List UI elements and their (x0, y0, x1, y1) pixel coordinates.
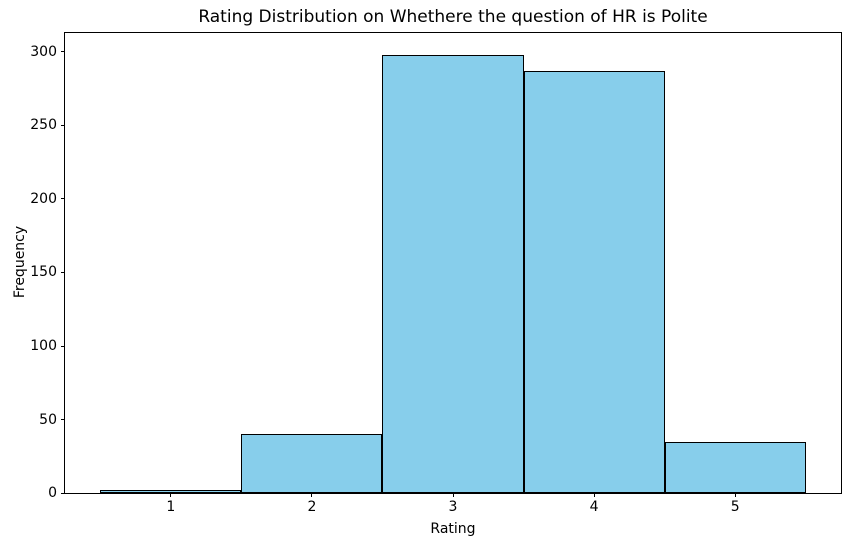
x-tick-mark (734, 493, 736, 497)
histogram-bar-rating-4 (523, 71, 665, 493)
x-axis-label: Rating (430, 521, 476, 537)
y-tick-mark (61, 124, 65, 126)
chart-title: Rating Distribution on Whethere the ques… (198, 7, 708, 27)
x-tick-mark (593, 493, 595, 497)
y-tick-label: 0 (48, 485, 57, 501)
x-tick-label: 2 (307, 499, 317, 515)
histogram-bar-rating-3 (382, 54, 524, 493)
x-tick-label: 4 (589, 499, 599, 515)
x-tick-label: 3 (448, 499, 458, 515)
y-tick-mark (61, 419, 65, 420)
y-tick-mark (61, 198, 65, 200)
y-tick-label: 100 (30, 338, 57, 354)
x-tick-mark (170, 493, 172, 497)
y-tick-label: 300 (30, 43, 57, 60)
x-tick-mark (311, 493, 313, 497)
plot-area: 0 50 100 150 200 250 300 1 2 3 4 5 (30, 32, 842, 515)
histogram-bar-rating-2 (241, 434, 383, 493)
y-tick-mark (61, 492, 65, 494)
histogram-bar-rating-1 (100, 490, 242, 493)
x-tick-label: 1 (166, 499, 176, 515)
x-tick-label: 5 (730, 499, 740, 515)
y-tick-mark (61, 345, 65, 347)
y-tick-mark (61, 271, 65, 273)
y-tick-label: 150 (30, 264, 57, 281)
x-tick-mark (452, 493, 454, 497)
histogram-bar-rating-5 (664, 441, 806, 493)
y-axis-label: Frequency (12, 225, 28, 299)
y-tick-label: 250 (30, 117, 57, 134)
y-tick-label: 200 (30, 190, 57, 207)
y-tick-label: 50 (39, 411, 57, 428)
y-tick-mark (61, 51, 65, 53)
